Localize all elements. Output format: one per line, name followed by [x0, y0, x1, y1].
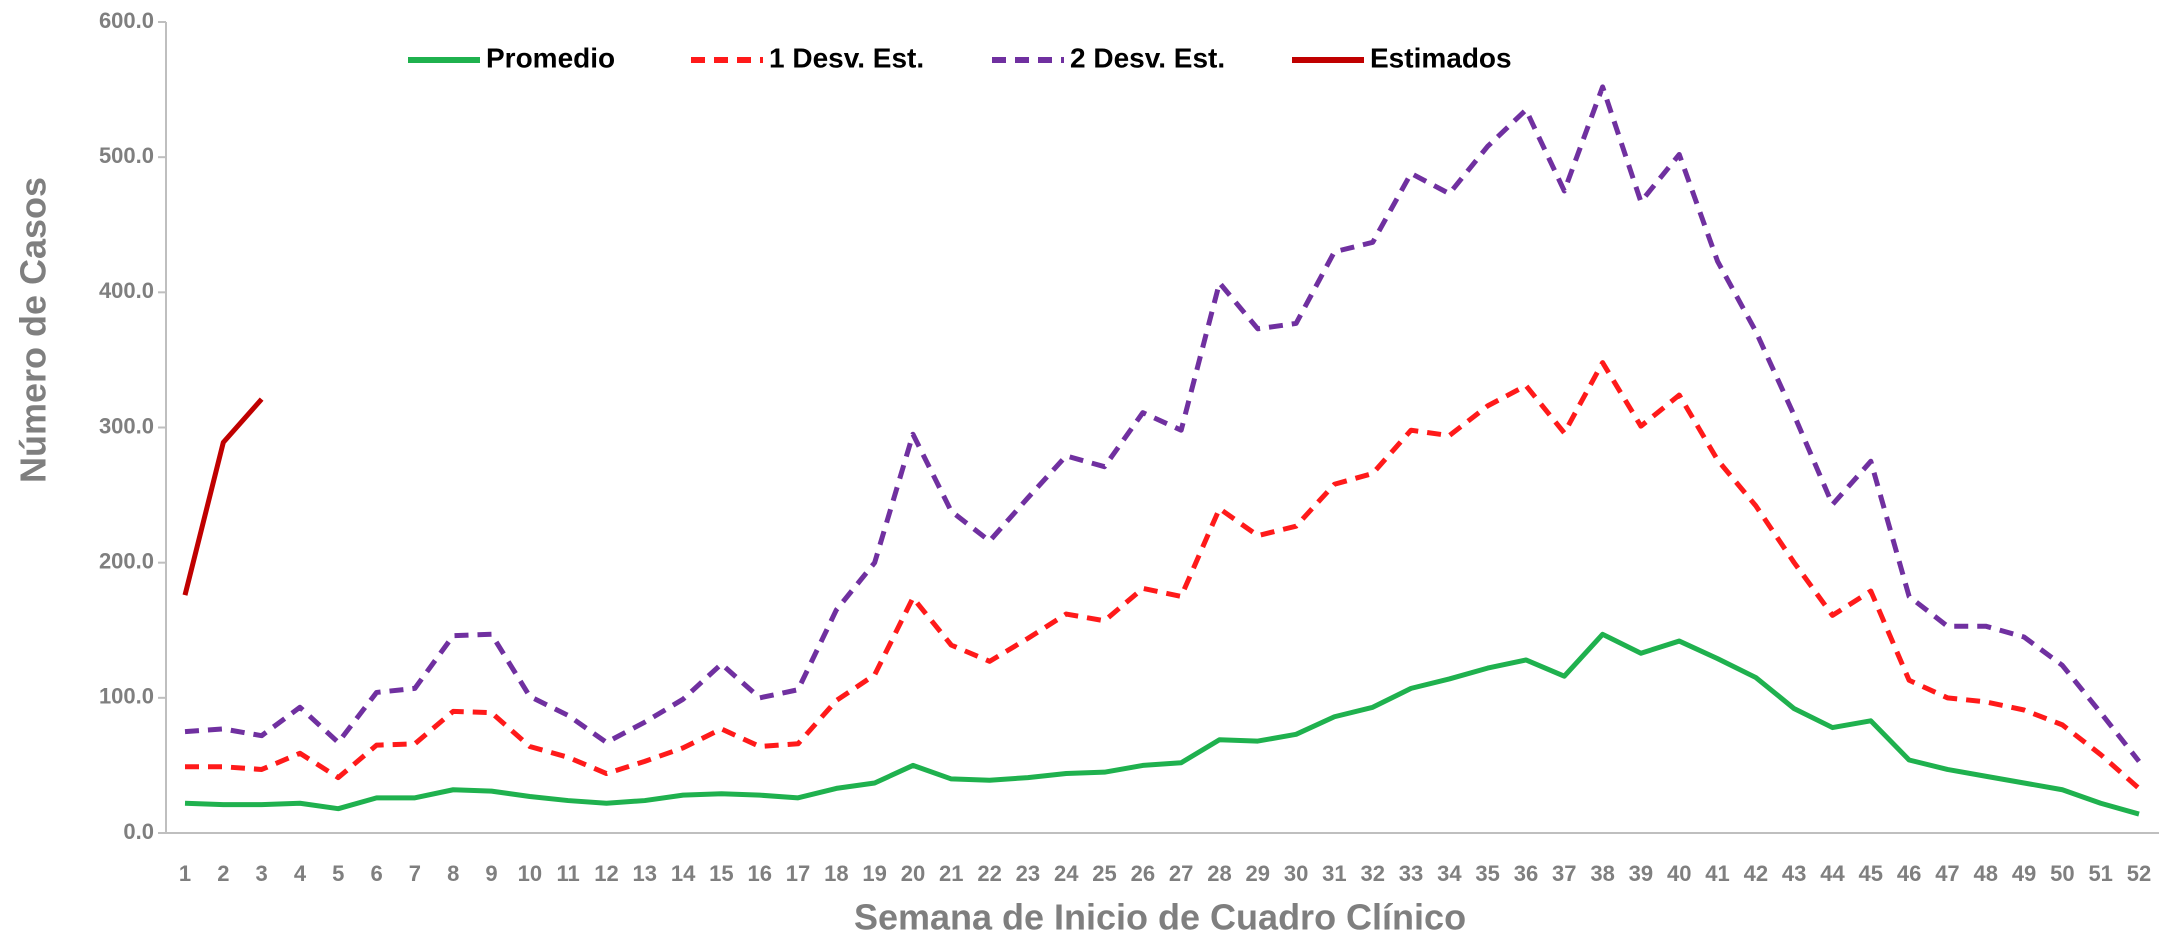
x-tick-label: 5 — [332, 861, 344, 886]
x-tick-label: 21 — [939, 861, 963, 886]
x-tick-label: 25 — [1092, 861, 1116, 886]
x-tick-label: 14 — [671, 861, 696, 886]
x-tick-label: 23 — [1016, 861, 1040, 886]
x-tick-label: 28 — [1207, 861, 1231, 886]
y-tick-label: 0.0 — [123, 819, 154, 844]
x-tick-label: 19 — [862, 861, 886, 886]
x-tick-label: 27 — [1169, 861, 1193, 886]
x-tick-label: 9 — [485, 861, 497, 886]
x-tick-label: 17 — [786, 861, 810, 886]
x-tick-label: 30 — [1284, 861, 1308, 886]
x-tick-label: 18 — [824, 861, 848, 886]
x-tick-label: 41 — [1705, 861, 1729, 886]
x-tick-label: 29 — [1246, 861, 1270, 886]
x-tick-label: 16 — [747, 861, 771, 886]
x-tick-label: 50 — [2050, 861, 2074, 886]
y-axis-title: Número de Casos — [13, 177, 54, 483]
x-tick-label: 24 — [1054, 861, 1079, 886]
x-tick-label: 34 — [1437, 861, 1462, 886]
x-tick-label: 33 — [1399, 861, 1423, 886]
line-series — [184, 631, 2140, 817]
legend-label: 1 Desv. Est. — [769, 42, 924, 73]
y-tick-label: 600.0 — [99, 8, 154, 33]
x-tick-label: 43 — [1782, 861, 1806, 886]
x-tick-label: 44 — [1820, 861, 1845, 886]
legend-label: Promedio — [486, 42, 615, 73]
x-tick-label: 32 — [1360, 861, 1384, 886]
x-axis-title: Semana de Inicio de Cuadro Clínico — [854, 897, 1466, 938]
x-tick-label: 6 — [370, 861, 382, 886]
x-tick-label: 36 — [1514, 861, 1538, 886]
x-tick-label: 13 — [633, 861, 657, 886]
x-tick-label: 48 — [1974, 861, 1998, 886]
x-tick-label: 42 — [1744, 861, 1768, 886]
x-tick-label: 37 — [1552, 861, 1576, 886]
line-series — [184, 84, 2141, 763]
y-tick-label: 500.0 — [99, 143, 154, 168]
line-series — [182, 397, 264, 596]
x-tick-label: 20 — [901, 861, 925, 886]
x-tick-label: 46 — [1897, 861, 1921, 886]
y-tick-label: 300.0 — [99, 413, 154, 438]
legend-label: 2 Desv. Est. — [1070, 42, 1225, 73]
x-tick-label: 3 — [256, 861, 268, 886]
x-tick-label: 2 — [217, 861, 229, 886]
x-tick-label: 51 — [2088, 861, 2112, 886]
x-tick-label: 7 — [409, 861, 421, 886]
x-tick-label: 22 — [977, 861, 1001, 886]
x-tick-label: 35 — [1475, 861, 1499, 886]
y-tick-label: 200.0 — [99, 548, 154, 573]
x-tick-label: 45 — [1859, 861, 1883, 886]
x-tick-label: 4 — [294, 861, 307, 886]
x-tick-label: 1 — [179, 861, 191, 886]
x-tick-label: 47 — [1935, 861, 1959, 886]
x-tick-label: 38 — [1590, 861, 1614, 886]
y-tick-label: 400.0 — [99, 278, 154, 303]
y-tick-label: 100.0 — [99, 684, 154, 709]
x-tick-label: 40 — [1667, 861, 1691, 886]
legend-label: Estimados — [1370, 42, 1512, 73]
x-tick-label: 12 — [594, 861, 618, 886]
x-tick-label: 31 — [1322, 861, 1346, 886]
x-tick-label: 10 — [518, 861, 542, 886]
x-tick-label: 26 — [1131, 861, 1155, 886]
x-tick-label: 49 — [2012, 861, 2036, 886]
x-tick-label: 11 — [557, 861, 580, 886]
x-tick-label: 15 — [709, 861, 733, 886]
x-tick-label: 52 — [2127, 861, 2151, 886]
x-tick-label: 8 — [447, 861, 459, 886]
x-tick-label: 39 — [1629, 861, 1653, 886]
